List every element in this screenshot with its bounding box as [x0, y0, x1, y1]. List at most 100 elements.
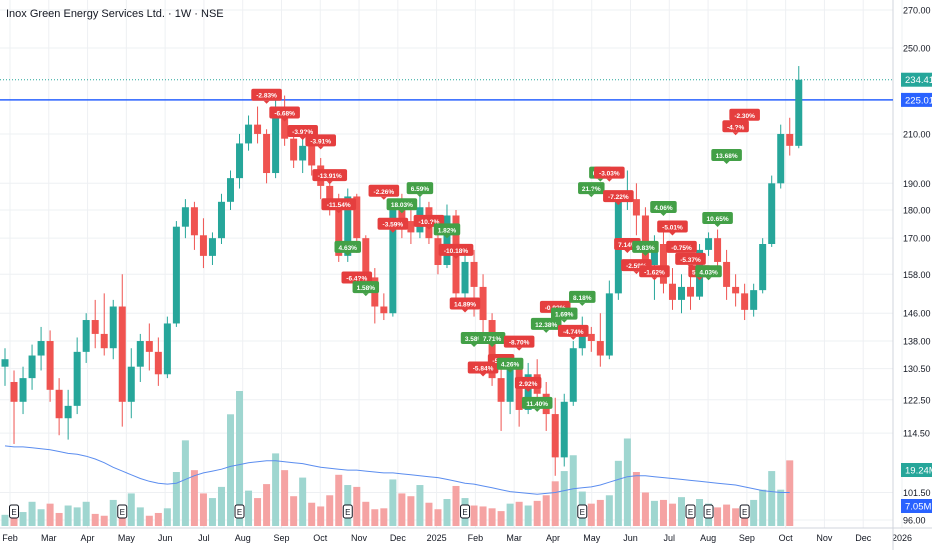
candle-body[interactable]: [217, 201, 225, 239]
earnings-marker[interactable]: [117, 504, 128, 519]
candle-body[interactable]: [434, 238, 442, 265]
candle-body[interactable]: [227, 178, 234, 202]
earnings-marker[interactable]: [739, 504, 750, 519]
candle-body[interactable]: [326, 185, 334, 208]
candle-body[interactable]: [91, 320, 99, 334]
candle-body[interactable]: [55, 389, 63, 419]
percent-change-pointer: [389, 229, 396, 233]
candle-body[interactable]: [479, 286, 487, 321]
candle-body[interactable]: [668, 283, 676, 300]
percent-change-label: [377, 217, 409, 230]
candle-body[interactable]: [777, 133, 785, 184]
candle-body[interactable]: [461, 261, 469, 294]
earnings-marker[interactable]: [234, 504, 245, 519]
candle-body[interactable]: [488, 320, 496, 379]
earnings-marker[interactable]: [460, 504, 471, 519]
candle-body[interactable]: [281, 111, 289, 139]
candle-body[interactable]: [272, 111, 280, 174]
candle-body[interactable]: [308, 145, 316, 166]
percent-change-label: [557, 324, 589, 337]
candle-body[interactable]: [768, 183, 776, 245]
candle-body[interactable]: [380, 306, 388, 314]
candle-body[interactable]: [470, 261, 478, 287]
candle-body[interactable]: [587, 333, 595, 342]
earnings-marker[interactable]: [577, 504, 588, 519]
candle-body[interactable]: [163, 323, 171, 375]
candle-body[interactable]: [299, 145, 307, 161]
candle-body[interactable]: [732, 286, 740, 294]
candle-body[interactable]: [73, 351, 81, 406]
candle-body[interactable]: [569, 348, 577, 402]
candle-body[interactable]: [37, 341, 45, 356]
candle-body[interactable]: [353, 196, 361, 239]
candle-body[interactable]: [641, 215, 649, 265]
candle-body[interactable]: [795, 79, 803, 146]
candle-body[interactable]: [443, 215, 451, 265]
candle-body[interactable]: [723, 261, 731, 287]
earnings-marker[interactable]: [9, 504, 20, 519]
earnings-marker[interactable]: [703, 504, 714, 519]
candle-body[interactable]: [497, 378, 505, 402]
candle-body[interactable]: [64, 405, 72, 419]
candle-body[interactable]: [524, 374, 532, 410]
candle-body[interactable]: [245, 124, 253, 144]
candle-body[interactable]: [109, 306, 117, 349]
candle-body[interactable]: [398, 209, 406, 222]
candle-body[interactable]: [659, 244, 667, 284]
candle-body[interactable]: [335, 207, 343, 256]
candle-body[interactable]: [19, 378, 27, 402]
candle-body[interactable]: [506, 366, 514, 402]
candle-body[interactable]: [407, 221, 415, 233]
candle-body[interactable]: [181, 207, 189, 227]
percent-change-pointer: [606, 178, 613, 182]
candle-body[interactable]: [632, 199, 640, 216]
earnings-marker[interactable]: [685, 504, 696, 519]
candle-body[interactable]: [362, 238, 370, 278]
candle-body[interactable]: [1, 359, 9, 367]
candle-body[interactable]: [127, 366, 135, 402]
candle-body[interactable]: [136, 341, 144, 367]
candle-body[interactable]: [650, 244, 658, 265]
percent-change-label: [729, 108, 760, 121]
candle-body[interactable]: [118, 306, 126, 402]
candle-body[interactable]: [28, 355, 36, 379]
candle-body[interactable]: [687, 286, 695, 297]
volume-bar: [91, 513, 99, 526]
candle-body[interactable]: [560, 401, 568, 458]
candle-body[interactable]: [172, 226, 180, 324]
candle-body[interactable]: [741, 293, 749, 310]
candle-body[interactable]: [678, 286, 685, 300]
candle-body[interactable]: [786, 133, 794, 146]
candle-body[interactable]: [578, 333, 586, 349]
candle-body[interactable]: [145, 341, 153, 352]
candle-body[interactable]: [714, 238, 722, 262]
volume-bar: [452, 485, 460, 526]
candle-body[interactable]: [199, 235, 207, 256]
candle-body[interactable]: [551, 414, 559, 458]
candle-body[interactable]: [46, 341, 54, 390]
candle-body[interactable]: [605, 293, 613, 356]
candle-body[interactable]: [389, 209, 397, 314]
volume-bar: [371, 509, 379, 526]
candle-body[interactable]: [263, 133, 271, 174]
volume-bar: [236, 391, 244, 526]
candle-body[interactable]: [596, 341, 604, 356]
candle-body[interactable]: [750, 290, 758, 310]
candle-body[interactable]: [236, 143, 244, 179]
candle-body[interactable]: [290, 138, 298, 161]
candle-body[interactable]: [100, 333, 108, 349]
candle-body[interactable]: [705, 238, 713, 250]
candle-body[interactable]: [10, 381, 18, 402]
candle-body[interactable]: [254, 124, 262, 134]
percent-change-pointer: [615, 202, 622, 206]
earnings-marker[interactable]: [342, 504, 353, 519]
candle-body[interactable]: [154, 351, 162, 375]
percent-change-pointer: [651, 277, 658, 281]
candle-body[interactable]: [344, 196, 352, 256]
candle-body[interactable]: [190, 207, 198, 236]
candle-body[interactable]: [82, 320, 90, 352]
candle-body[interactable]: [759, 244, 767, 291]
candle-body[interactable]: [208, 238, 216, 256]
